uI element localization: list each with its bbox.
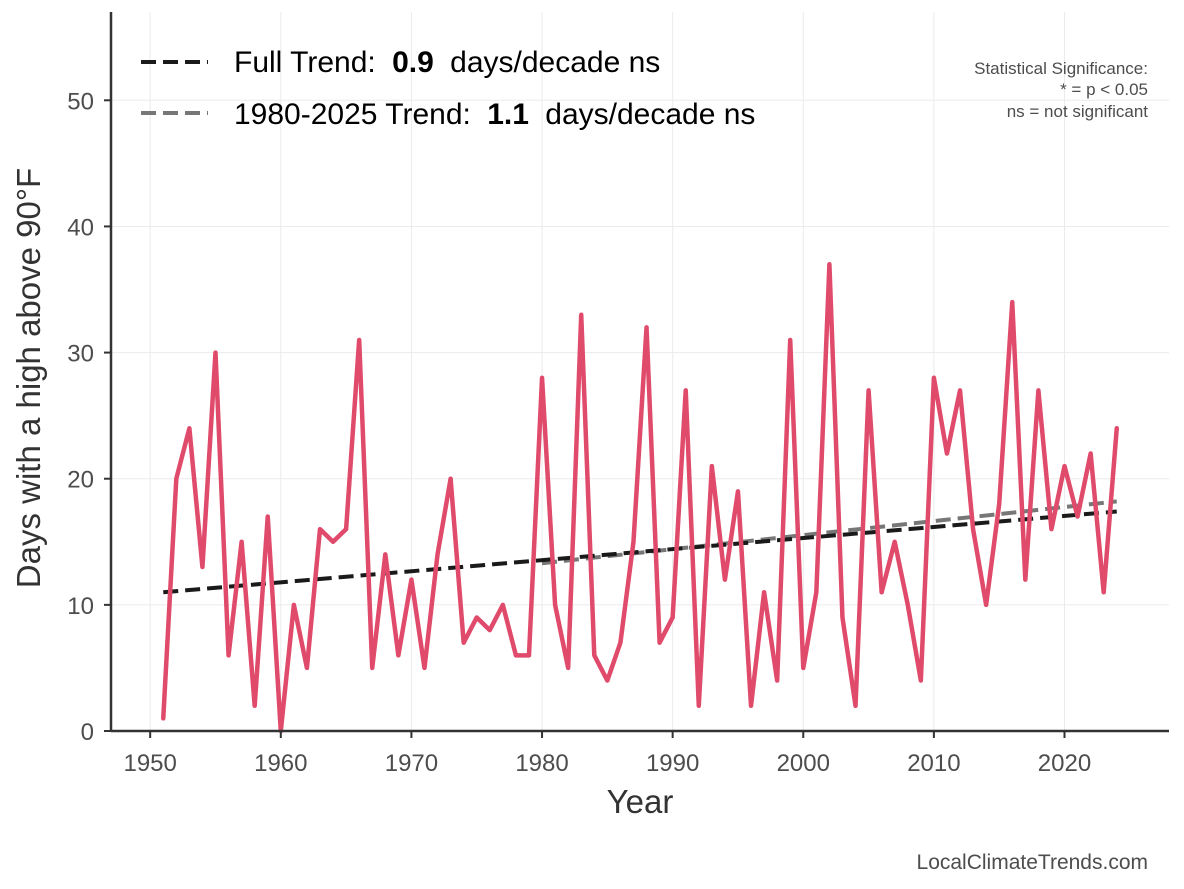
legend-recent-trend-prefix: 1980-2025 Trend: [234,98,471,131]
y-tick-label: 10 [67,593,94,620]
source-credit: LocalClimateTrends.com [917,851,1148,874]
x-tick-label: 1970 [385,750,438,777]
significance-line-2: ns = not significant [1007,102,1149,121]
legend-recent-trend-label: 1980-2025 Trend: 1.1 days/decade ns [234,98,755,131]
x-tick-label: 1950 [123,750,176,777]
y-tick-label: 50 [67,88,94,115]
x-tick-label: 2020 [1038,750,1091,777]
y-tick-label: 20 [67,467,94,494]
y-tick-label: 40 [67,214,94,241]
series-lines [161,262,1119,734]
full-trend-line [163,509,1117,595]
significance-line-1: * = p < 0.05 [1060,80,1148,99]
legend-full-trend-suffix: days/decade ns [450,46,660,79]
legend-full-trend-label: Full Trend: 0.9 days/decade ns [234,46,660,79]
legend-full-trend-prefix: Full Trend: [234,46,376,79]
trend-lines [163,499,1117,595]
grid [111,12,1169,731]
legend-recent-trend-suffix: days/decade ns [545,98,755,131]
legend-recent-trend-rate: 1.1 [487,98,529,131]
x-ticks: 1950 1960 1970 1980 1990 2000 2010 2020 [123,731,1091,777]
x-tick-label: 1960 [254,750,307,777]
x-tick-label: 2000 [777,750,830,777]
x-tick-label: 1980 [515,750,568,777]
x-tick-label: 1990 [646,750,699,777]
x-tick-label: 2010 [907,750,960,777]
significance-note: Statistical Significance: * = p < 0.05 n… [974,59,1148,121]
legend-full-trend-rate: 0.9 [392,46,434,79]
y-tick-label: 0 [81,719,94,746]
y-ticks: 0 10 20 30 40 50 [67,88,111,746]
y-tick-label: 30 [67,341,94,368]
significance-title: Statistical Significance: [974,59,1148,78]
legend: Full Trend: 0.9 days/decade ns 1980-2025… [141,46,755,131]
series-line [161,262,1119,734]
y-axis-title: Days with a high above 90°F [10,168,47,588]
x-axis-title: Year [607,783,674,820]
